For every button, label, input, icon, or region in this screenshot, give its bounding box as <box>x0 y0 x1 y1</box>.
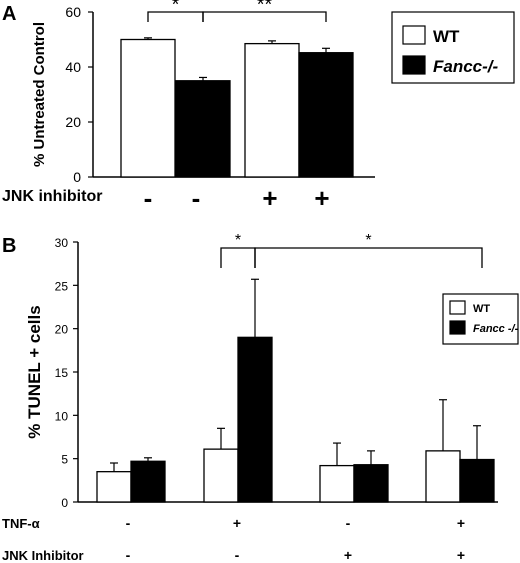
y-tick-label: 20 <box>65 114 81 130</box>
condition-symbol: - <box>235 547 240 563</box>
legend-swatch <box>402 55 426 75</box>
y-tick-label: 40 <box>65 59 81 75</box>
condition-symbol: - <box>192 183 201 213</box>
legend-label: WT <box>473 303 490 315</box>
legend-swatch <box>449 320 466 335</box>
y-tick-label: 60 <box>65 4 81 20</box>
bar-ko-1 <box>237 336 273 503</box>
legend-swatch <box>402 25 426 45</box>
significance-label: * <box>365 232 371 249</box>
y-tick-label: 0 <box>73 169 81 185</box>
y-tick-label: 20 <box>55 323 69 337</box>
condition-symbol: - <box>144 183 153 213</box>
bar-wt-3 <box>425 450 461 503</box>
legend-label: WT <box>433 27 460 46</box>
bar-wt-0 <box>120 38 176 178</box>
condition-symbol: + <box>457 547 465 563</box>
bar-ko-0 <box>130 460 166 503</box>
bar-wt-1 <box>203 448 239 503</box>
y-axis-label: % Untreated Control <box>31 22 48 167</box>
condition-symbol: + <box>262 183 277 213</box>
bar-wt-2 <box>319 464 355 503</box>
legend-label: Fancc-/- <box>433 57 499 76</box>
condition-symbol: - <box>346 515 351 531</box>
y-tick-label: 25 <box>55 279 69 293</box>
bar-ko-2 <box>353 464 389 503</box>
legend-label: Fancc -/- <box>473 323 519 335</box>
significance-label: ** <box>257 0 273 16</box>
significance-label: * <box>172 0 180 16</box>
bar-ko-0 <box>175 80 231 178</box>
condition-symbol: + <box>344 547 352 563</box>
significance-bracket <box>254 247 483 268</box>
bar-ko-1 <box>298 52 354 178</box>
significance-bracket <box>202 11 327 22</box>
bar-wt-1 <box>244 42 300 178</box>
condition-label: TNF-α <box>2 516 40 531</box>
condition-symbol: - <box>126 547 131 563</box>
significance-bracket <box>220 247 256 268</box>
condition-symbol: + <box>457 515 465 531</box>
y-tick-label: 30 <box>55 236 69 250</box>
y-tick-label: 10 <box>55 409 69 423</box>
condition-symbol: - <box>126 515 131 531</box>
condition-label: JNK inhibitor <box>2 188 102 205</box>
y-tick-label: 15 <box>55 366 69 380</box>
y-tick-label: 5 <box>61 453 68 467</box>
legend-swatch <box>449 300 466 315</box>
significance-label: * <box>235 232 241 249</box>
bar-wt-0 <box>96 471 132 503</box>
y-tick-label: 0 <box>61 496 68 510</box>
condition-label: JNK Inhibitor <box>2 548 84 563</box>
condition-symbol: + <box>314 183 329 213</box>
bar-ko-3 <box>459 458 495 503</box>
panel-letter: A <box>2 3 16 25</box>
y-axis-label: % TUNEL + cells <box>25 305 44 438</box>
condition-symbol: + <box>233 515 241 531</box>
panel-letter: B <box>2 235 16 257</box>
